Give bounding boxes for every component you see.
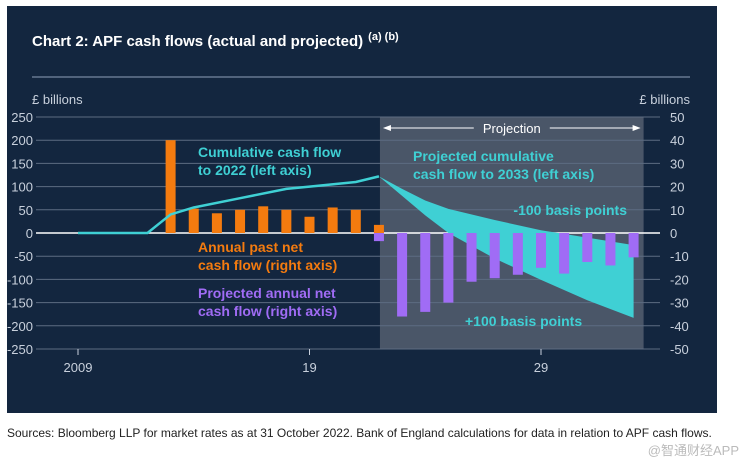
projected-cash-flow-bar <box>582 233 593 262</box>
projected-cumulative-band <box>378 176 634 318</box>
projected-cash-flow-bar <box>512 233 523 275</box>
past-cash-flow-bar <box>304 216 315 233</box>
arrow-head-left-icon <box>382 125 391 131</box>
past-cash-flow-bar <box>373 224 384 233</box>
left-tick-label: -250 <box>7 342 33 357</box>
past-cash-flow-bar <box>165 140 176 233</box>
left-tick-label: 150 <box>11 156 33 171</box>
cumulative-line-label: Cumulative cash flow to 2022 (left axis) <box>198 144 341 178</box>
right-tick-label: -40 <box>670 319 689 334</box>
right-tick-label: -10 <box>670 249 689 264</box>
projected-cash-flow-bar <box>420 233 431 312</box>
left-tick-label: 0 <box>26 226 33 241</box>
past-cash-flow-bar <box>211 213 222 233</box>
projected-cash-flow-bar <box>605 233 616 266</box>
past-cash-flow-bar <box>327 207 338 233</box>
past-cash-flow-bar <box>350 209 361 233</box>
projected-cash-flow-bar <box>373 233 384 242</box>
x-tick-label: 19 <box>302 360 316 375</box>
past-bars-label: Annual past net cash flow (right axis) <box>198 239 337 273</box>
left-tick-label: 250 <box>11 110 33 125</box>
source-note: Sources: Bloomberg LLP for market rates … <box>7 426 712 440</box>
left-tick-label: 100 <box>11 180 33 195</box>
left-tick-label: 200 <box>11 133 33 148</box>
projected-cash-flow-bar <box>466 233 477 282</box>
left-tick-label: -50 <box>14 249 33 264</box>
past-cash-flow-bar <box>281 209 292 233</box>
projected-bars-label: Projected annual net cash flow (right axi… <box>198 285 337 319</box>
left-tick-label: -200 <box>7 319 33 334</box>
arrow-head-right-icon <box>632 125 641 131</box>
projected-cash-flow-bar <box>397 233 408 317</box>
right-tick-label: -50 <box>670 342 689 357</box>
left-tick-label: 50 <box>19 203 33 218</box>
right-tick-label: 20 <box>670 180 684 195</box>
past-cash-flow-bar <box>258 206 269 233</box>
right-axis-label: £ billions <box>639 92 690 107</box>
x-tick-label: 29 <box>534 360 548 375</box>
right-tick-label: 30 <box>670 156 684 171</box>
right-tick-label: 10 <box>670 203 684 218</box>
cumulative-cash-flow-line <box>78 175 380 235</box>
right-tick-label: -20 <box>670 272 689 287</box>
projected-band-label: Projected cumulative cash flow to 2033 (l… <box>413 148 594 182</box>
plus-100bp-label: +100 basis points <box>465 313 582 329</box>
past-cash-flow-bar <box>235 209 246 233</box>
chart-title: Chart 2: APF cash flows (actual and proj… <box>32 33 363 50</box>
past-cash-flow-bar <box>188 208 199 233</box>
left-tick-label: -100 <box>7 272 33 287</box>
right-tick-label: 0 <box>670 226 677 241</box>
left-tick-label: -150 <box>7 296 33 311</box>
right-tick-label: 50 <box>670 110 684 125</box>
minus-100bp-label: -100 basis points <box>513 202 627 218</box>
x-tick-label: 2009 <box>64 360 93 375</box>
projected-cash-flow-bar <box>559 233 570 274</box>
projected-cash-flow-bar <box>536 233 546 268</box>
projected-cash-flow-bar <box>489 233 500 279</box>
left-axis-label: £ billions <box>32 92 83 107</box>
watermark: @智通财经APP <box>647 443 739 458</box>
right-tick-label: 40 <box>670 133 684 148</box>
projected-cash-flow-bar <box>443 233 454 303</box>
right-tick-label: -30 <box>670 296 689 311</box>
projected-cash-flow-bar <box>628 233 639 258</box>
chart-title-notes: (a) (b) <box>368 31 399 43</box>
projection-label: Projection <box>483 121 541 136</box>
